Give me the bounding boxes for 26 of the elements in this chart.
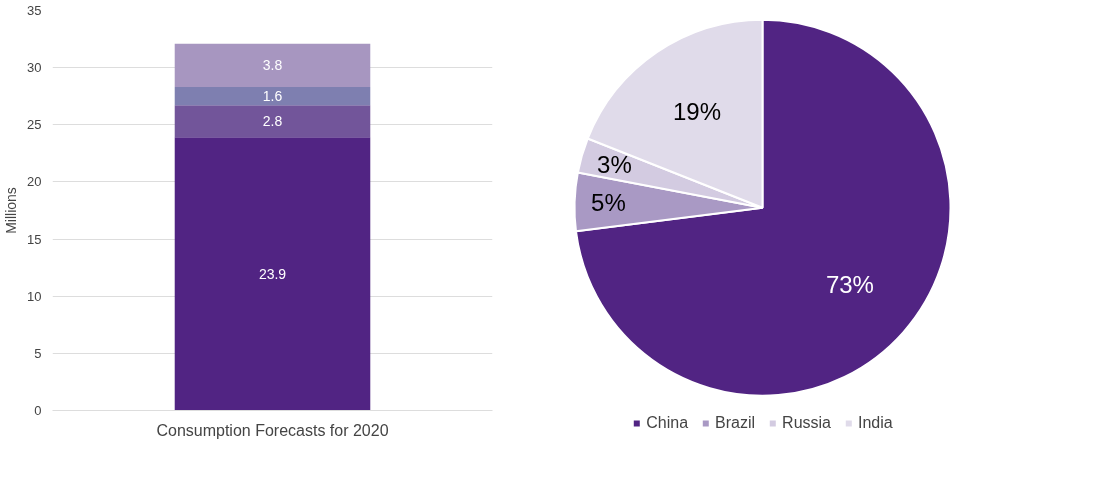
y-tick-label: 10: [27, 288, 42, 304]
y-tick-label: 0: [34, 403, 42, 418]
bar: [174, 137, 371, 411]
legend-label: Russia: [782, 414, 832, 432]
data-label: 3%: [597, 151, 632, 179]
legend-label: Brazil: [715, 414, 756, 432]
data-label: 5%: [591, 189, 626, 217]
y-tick-label: 30: [27, 60, 42, 76]
bar: [174, 105, 371, 138]
data-label: 1.6: [262, 88, 283, 105]
data-label: 73%: [825, 271, 874, 299]
y-tick-label: 5: [34, 345, 42, 361]
y-tick-label: 35: [27, 3, 42, 18]
y-axis-title: Millions: [3, 187, 20, 234]
data-label: 3.8: [262, 57, 283, 74]
data-label: 23.9: [258, 265, 287, 282]
data-label: 2.8: [262, 113, 283, 130]
x-tick-label: Consumption Forecasts for 2020: [156, 421, 389, 439]
y-tick-label: 15: [27, 231, 42, 247]
legend-label: India: [858, 414, 893, 432]
bar: [174, 87, 371, 106]
data-label: 19%: [672, 97, 722, 125]
y-tick-label: 25: [27, 117, 42, 133]
legend-label: China: [646, 414, 689, 432]
bar: [174, 43, 371, 88]
y-tick-label: 20: [27, 174, 42, 190]
